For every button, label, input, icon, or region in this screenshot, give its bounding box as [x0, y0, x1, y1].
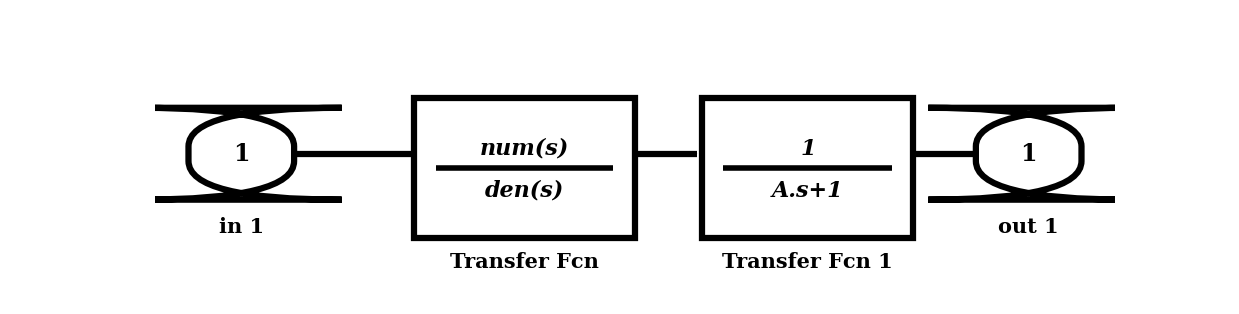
- Text: out 1: out 1: [999, 217, 1059, 236]
- Text: num(s): num(s): [479, 138, 569, 160]
- Text: Transfer Fcn: Transfer Fcn: [450, 252, 598, 272]
- Polygon shape: [370, 153, 410, 155]
- Text: Transfer Fcn 1: Transfer Fcn 1: [722, 252, 893, 272]
- Text: 1: 1: [1021, 142, 1037, 166]
- Bar: [703, 98, 913, 238]
- Text: in 1: in 1: [219, 217, 264, 236]
- Text: 1: 1: [800, 138, 815, 160]
- FancyBboxPatch shape: [141, 108, 342, 200]
- Text: den(s): den(s): [484, 180, 564, 202]
- Polygon shape: [937, 153, 976, 155]
- Bar: [414, 98, 636, 238]
- Polygon shape: [658, 153, 699, 155]
- Text: A.s+1: A.s+1: [772, 180, 844, 202]
- FancyBboxPatch shape: [928, 108, 1129, 200]
- Text: 1: 1: [233, 142, 249, 166]
